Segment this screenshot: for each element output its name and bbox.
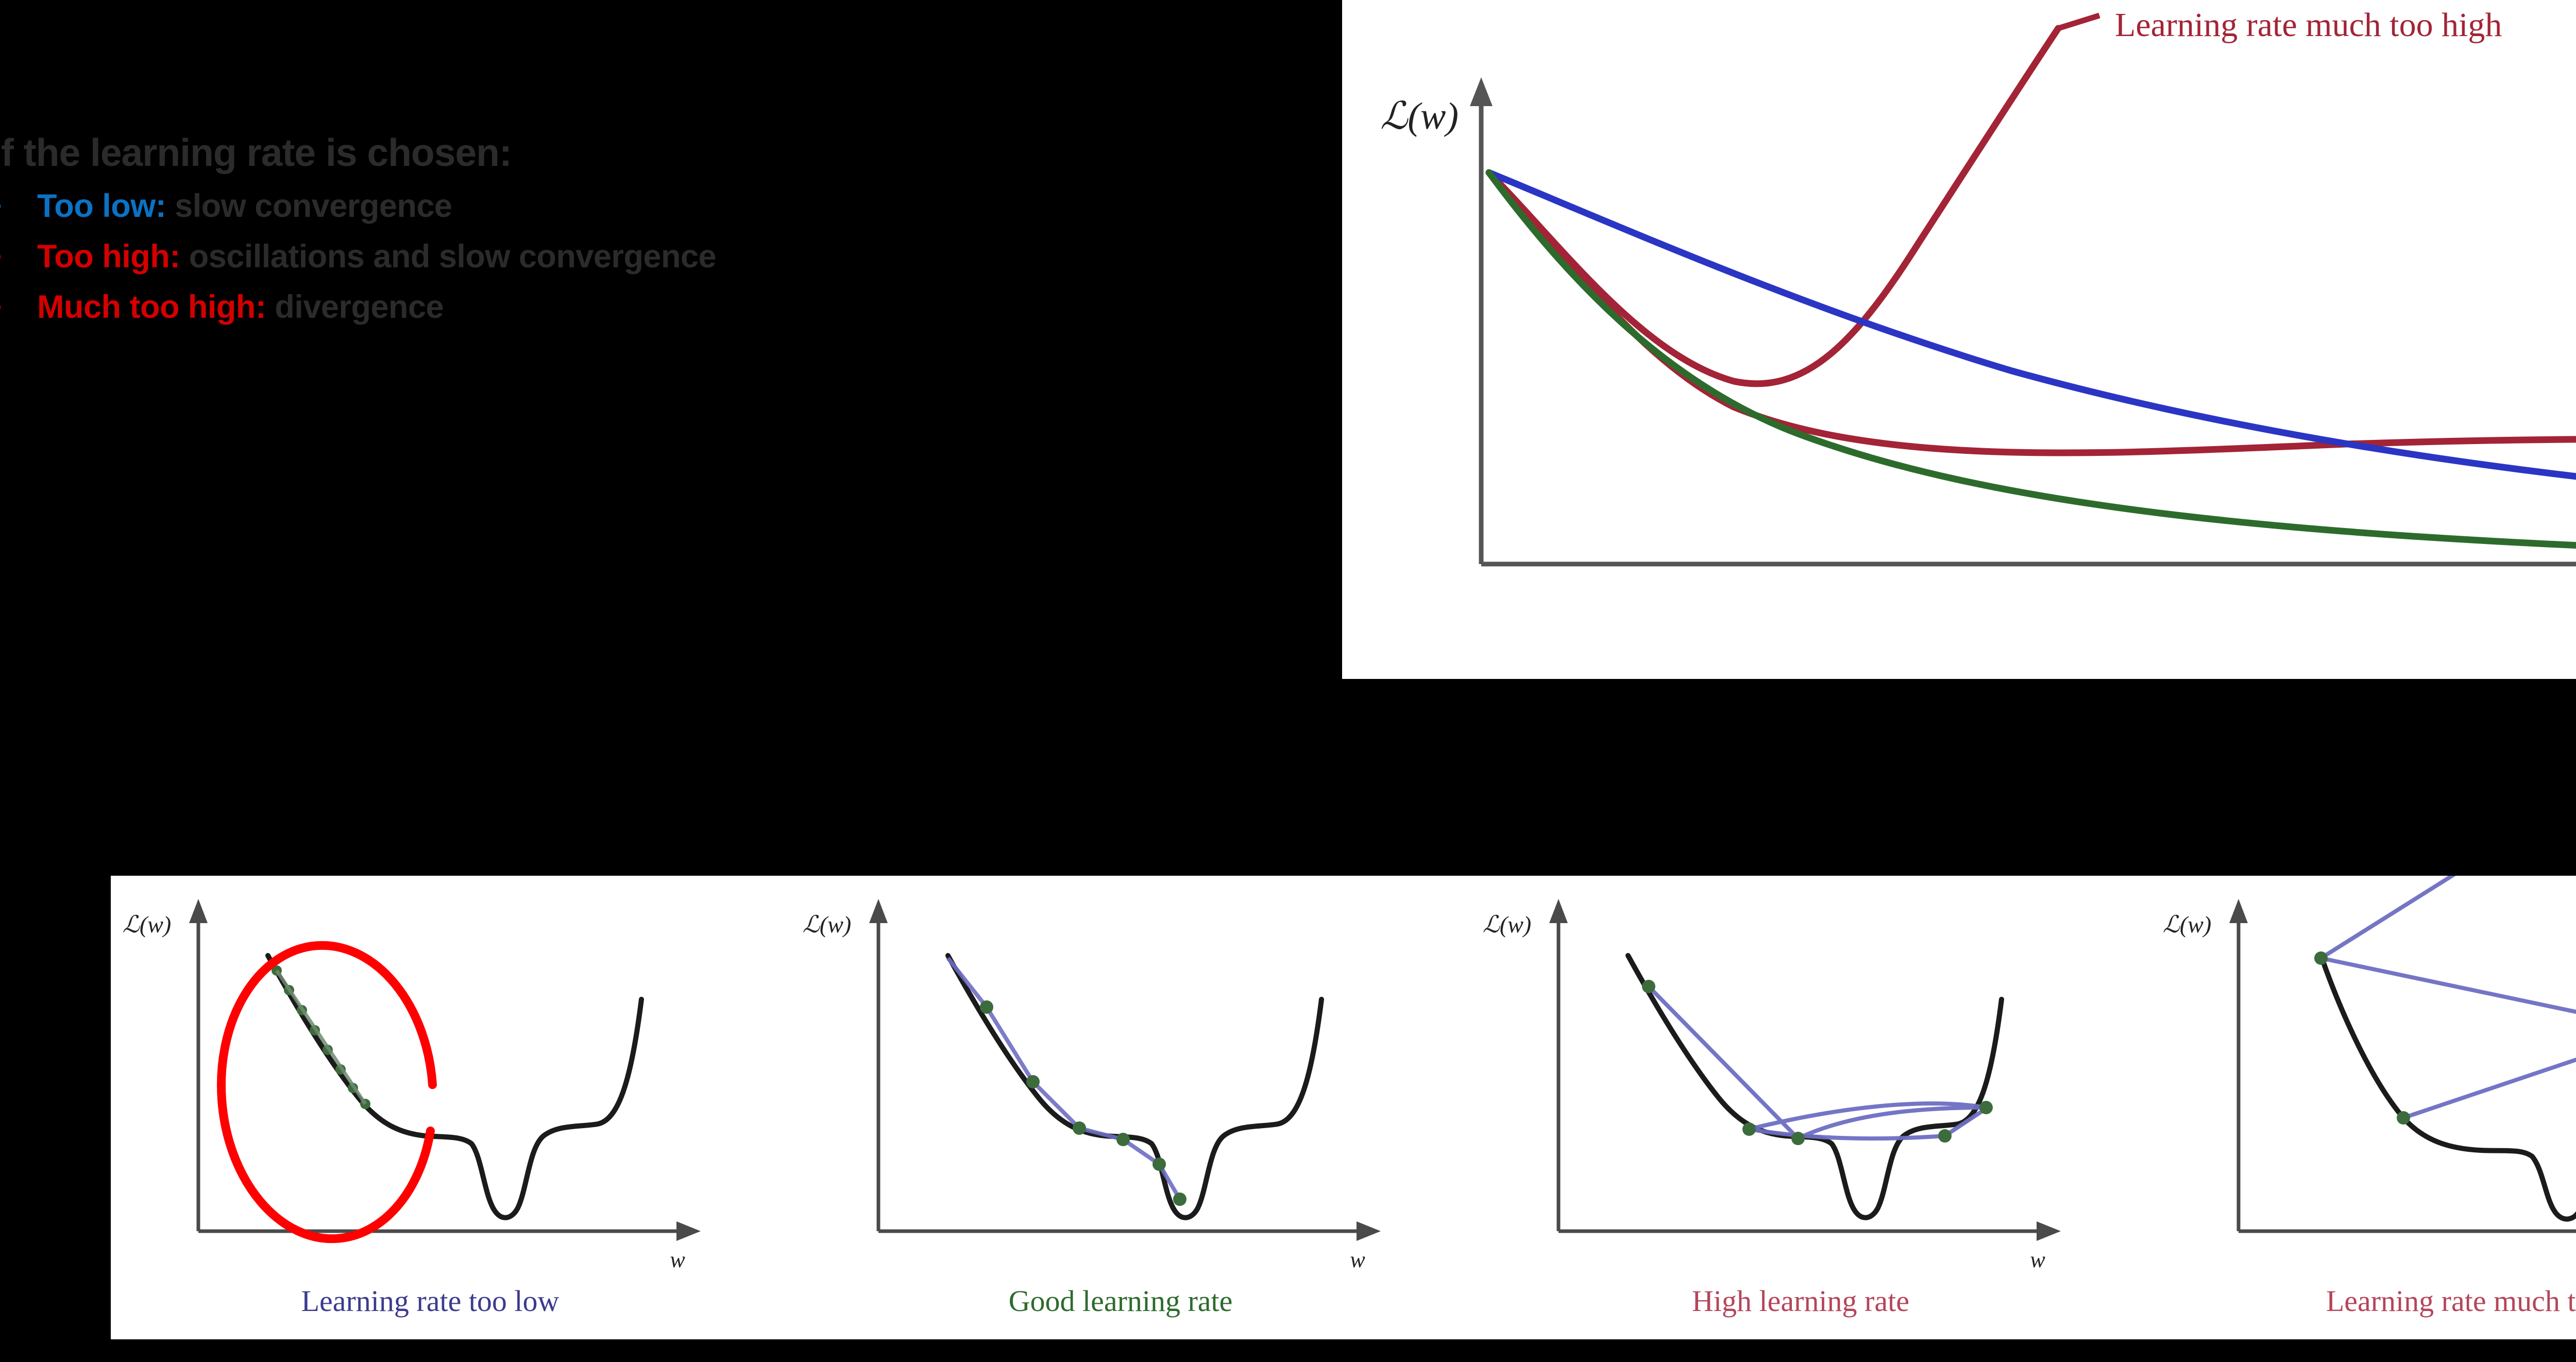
bullet-rest: divergence [266,288,444,325]
subplot1-caption: Learning rate too low [301,1284,560,1318]
bullet-marker-icon: • [0,291,37,324]
loss-landscape-svg: ℒ(w) w Learning rate too low ℒ(w) w [123,876,2576,1318]
convergence-curves-figure: ℒ(w) epoch Learning rate much too high H… [1342,0,2576,679]
subplot1-y-axis-label: ℒ(w) [123,911,171,938]
bullet-marker-icon: • [0,241,37,273]
subplot3-y-axis-label: ℒ(w) [1483,911,1531,938]
subplot1-x-axis-label: w [670,1247,685,1272]
series-good-learning-rate [1485,169,2576,549]
subplot-high-learning-rate: ℒ(w) w High learning rate [1483,899,2061,1318]
subplot3-oscillation-paths [1647,985,1988,1141]
subplot3-caption: High learning rate [1692,1284,1909,1318]
bullet-rest: slow convergence [166,188,452,224]
series-much-too-high [1485,25,2062,387]
annotation-much-too-high: Learning rate much too high [2115,6,2502,44]
subplot-good-learning-rate: ℒ(w) w Good learning rate [803,899,1381,1318]
subplot4-gradient-steps [2314,951,2410,1125]
slide-text-column: If the learning rate is chosen: • Too lo… [0,131,1279,326]
y-axis-label: ℒ(w) [1380,95,1459,138]
series-learning-rate-too-low [1485,169,2576,480]
annotation-leader-line [2057,12,2100,31]
bullet-content: Too high: oscillations and slow converge… [37,238,717,275]
subplot4-loss-curve [2318,953,2576,1222]
bullet-lead: Too low: [37,188,166,224]
page-title: If the learning rate is chosen: [0,131,512,174]
list-item: • Too high: oscillations and slow conver… [0,238,1279,275]
subplot2-loss-curve [945,953,1324,1220]
subplot2-step-path [946,957,1182,1201]
subplot4-y-axis-label: ℒ(w) [2163,911,2211,938]
bullet-lead: Too high: [37,238,180,275]
bullet-lead: Much too high: [37,288,266,325]
list-item: • Too low: slow convergence [0,188,1279,225]
bullet-content: Much too high: divergence [37,288,444,326]
subplot2-caption: Good learning rate [1009,1284,1233,1318]
subplot1-loss-curve [265,953,644,1220]
subplot-learning-rate-much-too-high: ℒ(w) w Learning rate much too high [2163,876,2576,1318]
convergence-chart-svg: ℒ(w) epoch Learning rate much too high H… [1380,6,2576,567]
subplot-learning-rate-too-low: ℒ(w) w Learning rate too low [123,899,701,1318]
bullet-marker-icon: • [0,190,37,223]
subplot2-x-axis-label: w [1350,1247,1365,1272]
x-axis [1481,561,2576,567]
y-axis [1470,77,1493,564]
subplot3-gradient-steps [1642,980,1993,1145]
loss-landscape-figure: ℒ(w) w Learning rate too low ℒ(w) w [111,876,2576,1339]
subplot2-y-axis-label: ℒ(w) [803,911,851,938]
subplot4-divergence-paths [2319,876,2576,1120]
list-item: • Much too high: divergence [0,288,1279,326]
series-high-learning-rate [1485,169,2576,456]
bullet-rest: oscillations and slow convergence [180,238,717,275]
subplot1-step-path [275,969,367,1105]
subplot3-x-axis-label: w [2030,1247,2045,1272]
subplot3-loss-curve [1625,953,2004,1220]
bullet-content: Too low: slow convergence [37,188,452,225]
subplot2-gradient-steps [980,1000,1187,1206]
red-circle-annotation [217,941,437,1244]
subplot4-caption: Learning rate much too high [2326,1284,2576,1318]
